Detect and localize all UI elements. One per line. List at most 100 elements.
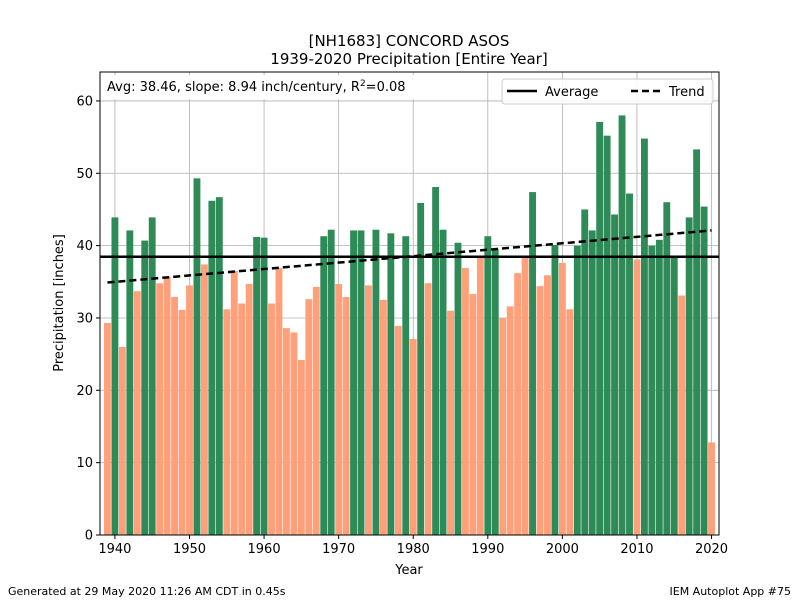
legend-average-label: Average (545, 85, 598, 100)
bar-2019 (700, 206, 708, 535)
x-tick-label: 1940 (98, 542, 131, 557)
y-tick-label: 50 (76, 167, 93, 182)
chart-subtitle: 1939-2020 Precipitation [Entire Year] (270, 50, 547, 68)
bar-1948 (171, 296, 179, 535)
bar-2011 (640, 138, 648, 535)
bar-1982 (424, 283, 432, 535)
footer-generated-note: Generated at 29 May 2020 11:26 AM CDT in… (8, 585, 286, 598)
bar-2018 (693, 149, 701, 535)
bar-1984 (439, 229, 447, 535)
annotation-box (102, 75, 432, 99)
bar-1941 (118, 346, 126, 535)
trend-line (107, 229, 712, 284)
x-tick-label: 2000 (546, 542, 579, 557)
bar-1976 (379, 299, 387, 535)
bar-1992 (499, 317, 507, 535)
bar-1974 (365, 285, 372, 535)
stats-annotation-sup: 2 (360, 79, 366, 89)
legend-trend-label: Trend (668, 85, 705, 100)
bar-2008 (618, 115, 626, 535)
bar-1996 (529, 192, 536, 535)
bar-1975 (372, 229, 380, 535)
bar-1986 (454, 242, 462, 535)
bar-2012 (648, 245, 656, 535)
bar-2003 (581, 209, 589, 535)
stats-annotation: Avg: 38.46, slope: 8.94 inch/century, R2… (107, 79, 406, 95)
bar-1968 (320, 236, 328, 535)
bar-2000 (558, 262, 566, 535)
bar-1940 (111, 217, 119, 535)
bar-1993 (506, 306, 514, 535)
legend: Average Trend (501, 78, 714, 105)
bar-1961 (268, 303, 275, 535)
bar-2007 (611, 214, 619, 535)
bar-1972 (350, 230, 357, 536)
bar-1987 (462, 268, 469, 535)
footer-app-id: IEM Autoplot App #75 (669, 585, 792, 598)
bar-1995 (521, 257, 529, 535)
bar-1973 (357, 230, 365, 536)
bar-2013 (655, 239, 663, 535)
bar-2005 (596, 121, 604, 536)
bar-1980 (409, 338, 417, 535)
bar-2017 (685, 217, 693, 535)
bar-1958 (245, 283, 253, 535)
x-tick-label: 1970 (322, 542, 355, 557)
bar-2002 (573, 245, 581, 535)
bar-1966 (305, 299, 313, 535)
bar-1954 (215, 197, 223, 535)
bar-2009 (626, 193, 633, 535)
bar-1953 (208, 200, 216, 535)
bar-2006 (603, 135, 611, 535)
chart-title: [NH1683] CONCORD ASOS (309, 32, 510, 50)
bar-1962 (275, 268, 283, 535)
bar-1955 (223, 309, 231, 535)
bar-2016 (678, 295, 686, 535)
bar-1945 (148, 217, 156, 535)
bar-1981 (417, 202, 425, 535)
bar-1994 (514, 273, 522, 535)
bar-1960 (260, 237, 268, 536)
x-tick-label: 1950 (173, 542, 206, 557)
bar-1944 (141, 240, 149, 535)
bar-1989 (476, 257, 484, 535)
bar-1983 (432, 187, 440, 536)
bar-1939 (104, 323, 111, 535)
y-tick-label: 60 (76, 94, 93, 109)
bar-1964 (290, 332, 298, 535)
bar-1999 (551, 244, 559, 536)
bar-1943 (133, 291, 141, 535)
bar-2020 (708, 442, 715, 535)
y-tick-label: 10 (76, 456, 93, 471)
bar-1952 (200, 264, 208, 535)
x-axis-label: Year (394, 563, 423, 578)
x-tick-label: 2020 (695, 542, 728, 557)
y-tick-label: 0 (85, 529, 93, 544)
bar-1965 (297, 359, 305, 535)
bar-1946 (156, 283, 164, 535)
bar-2010 (633, 259, 641, 535)
bar-1950 (186, 285, 193, 535)
x-tick-label: 1980 (397, 542, 430, 557)
x-tick-label: 2010 (620, 542, 653, 557)
reference-lines (100, 229, 719, 284)
bar-1985 (447, 310, 454, 535)
bar-1990 (484, 236, 492, 535)
bar-1998 (544, 275, 551, 535)
bar-1949 (178, 310, 186, 535)
bar-1967 (312, 286, 320, 535)
bar-1951 (193, 178, 201, 535)
bar-1977 (387, 233, 395, 535)
x-tick-label: 1960 (248, 542, 281, 557)
stats-annotation-prefix: Avg: 38.46, slope: 8.94 inch/century, R (107, 80, 360, 95)
bar-2015 (670, 256, 678, 535)
bar-1959 (253, 236, 261, 535)
bar-1979 (402, 236, 410, 535)
bar-1942 (126, 230, 134, 536)
plot-frame (99, 71, 720, 536)
bars (104, 115, 715, 536)
bar-1963 (283, 328, 290, 535)
bar-1947 (163, 276, 171, 535)
y-tick-label: 20 (76, 384, 93, 399)
